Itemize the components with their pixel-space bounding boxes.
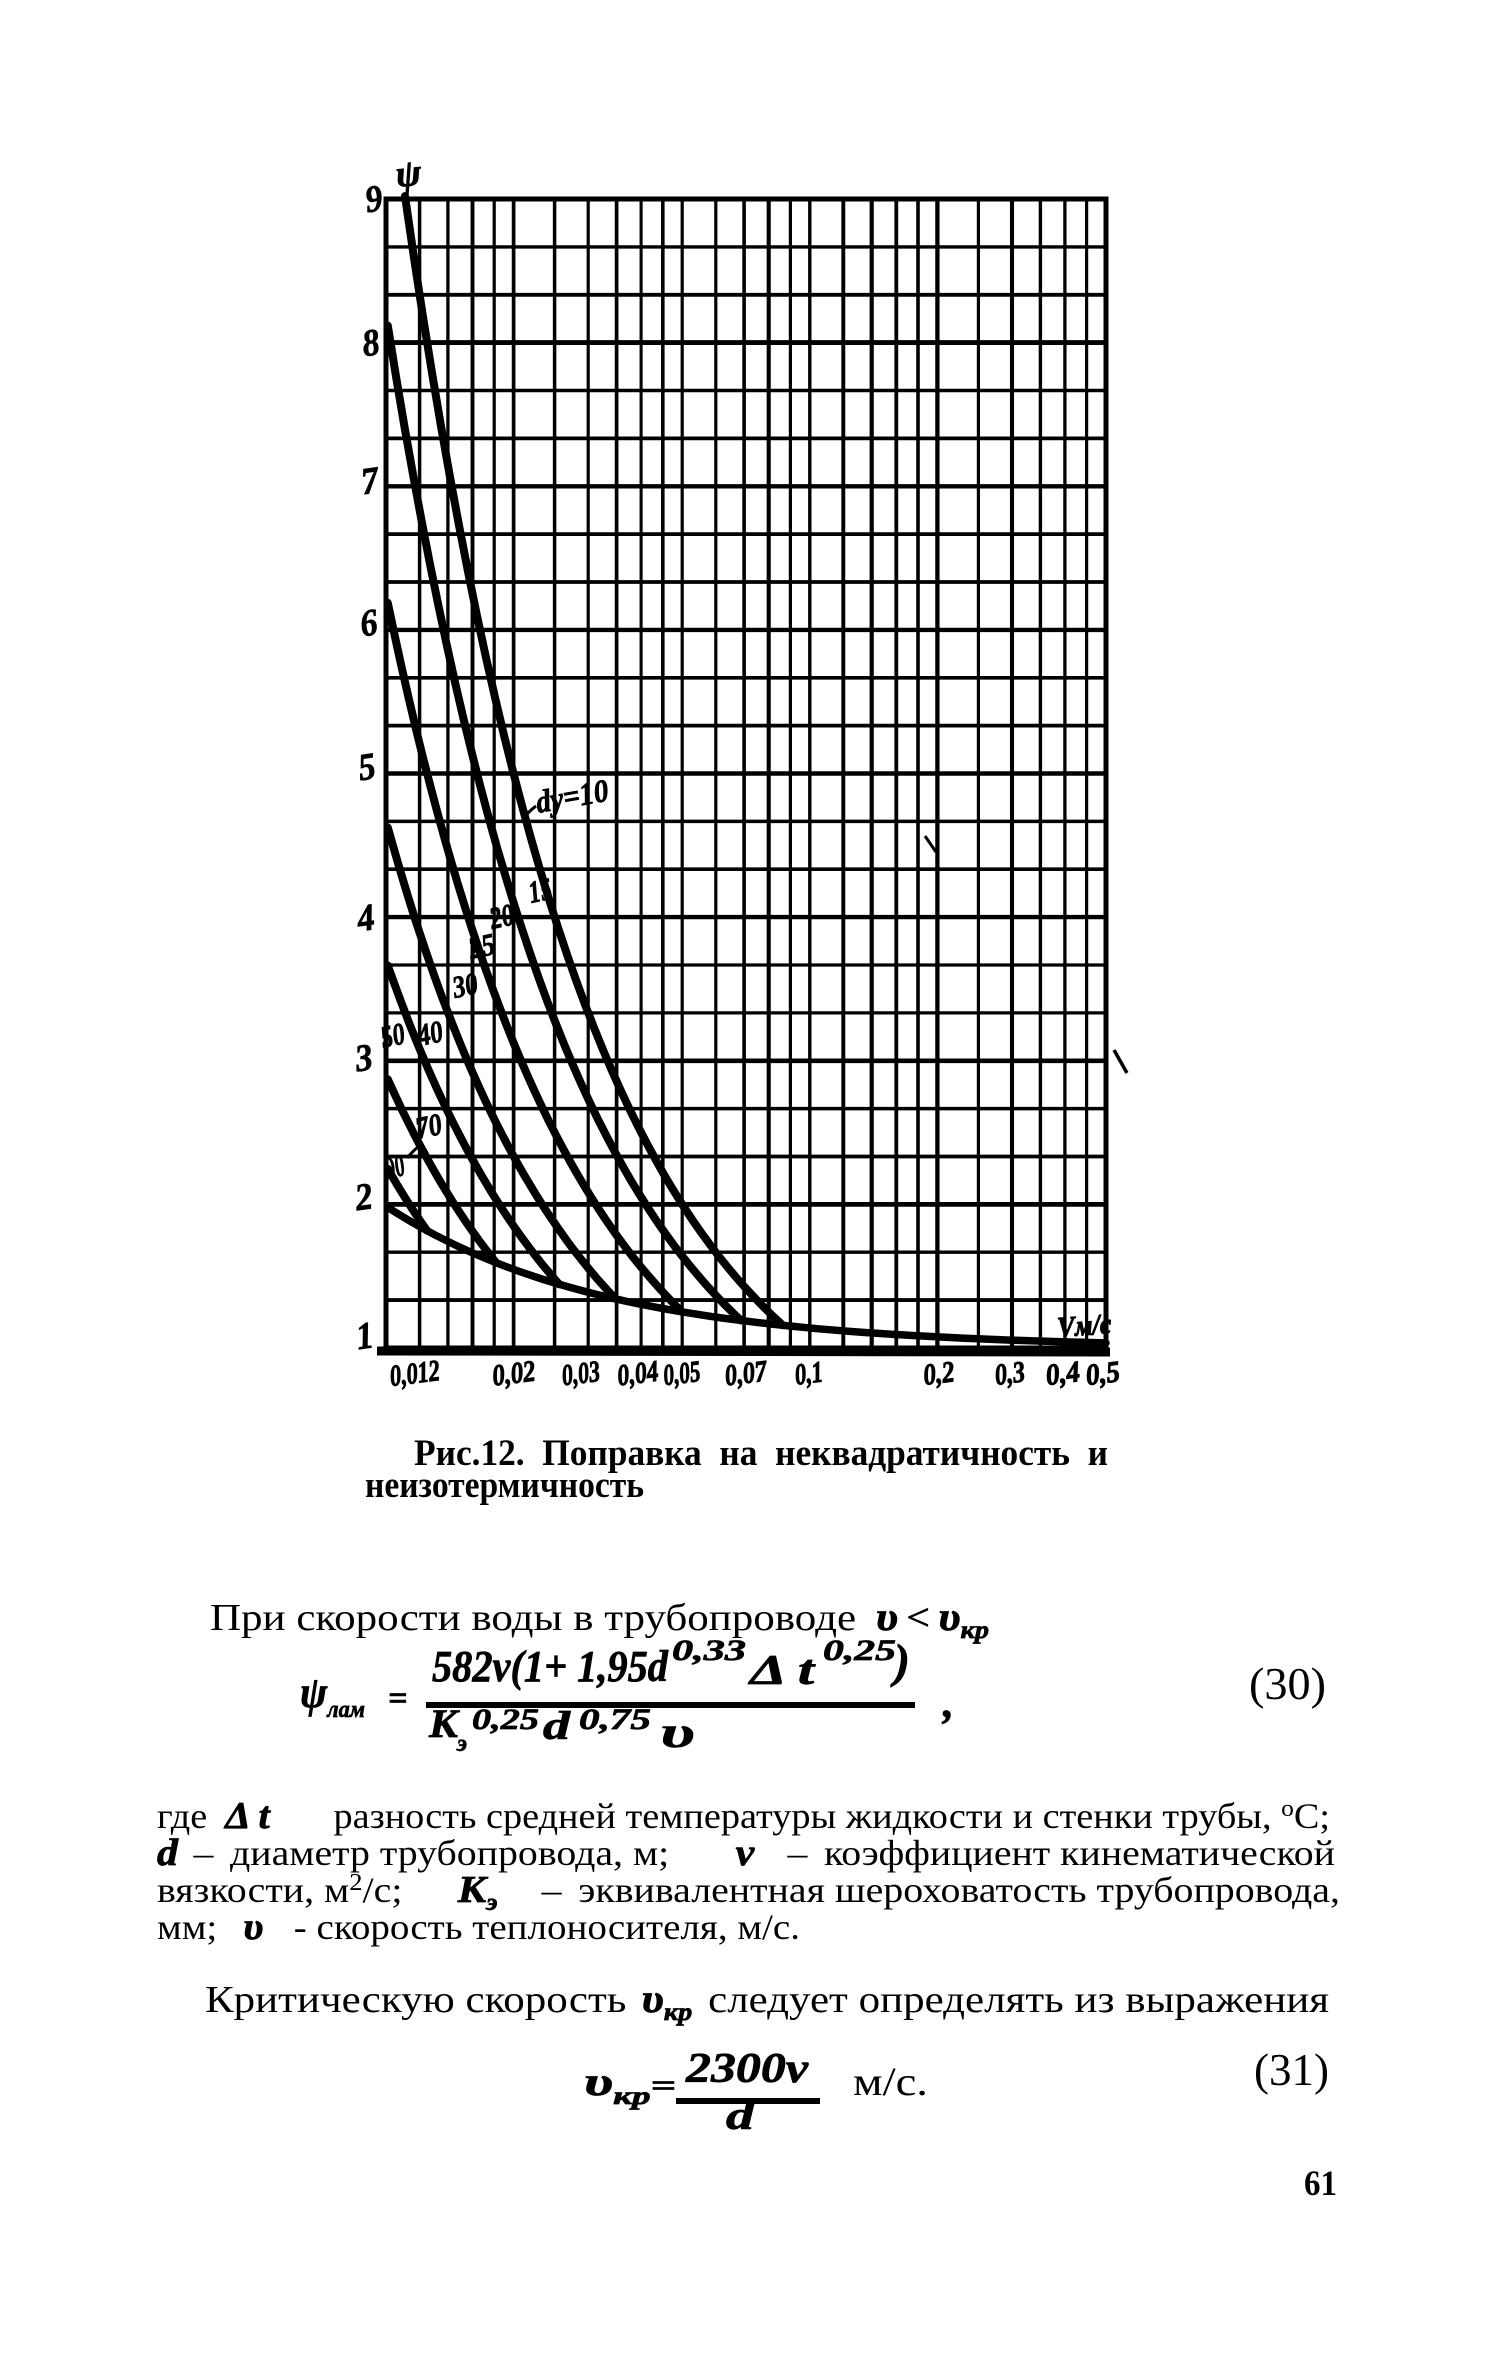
svg-text:15: 15	[525, 871, 555, 910]
svg-text:0,1: 0,1	[793, 1355, 825, 1391]
svg-text:5: 5	[356, 745, 379, 789]
svg-text:1: 1	[354, 1314, 377, 1358]
svg-text:0,04: 0,04	[615, 1355, 660, 1393]
svg-text:6: 6	[358, 601, 381, 645]
svg-text:30: 30	[448, 965, 481, 1005]
svg-text:7: 7	[359, 459, 383, 503]
svg-text:dy=10: dy=10	[533, 772, 611, 820]
svg-text:0,05: 0,05	[661, 1355, 702, 1392]
svg-text:Vм/с: Vм/с	[1056, 1308, 1112, 1344]
svg-text:9: 9	[363, 177, 386, 221]
svg-text:0,3: 0,3	[993, 1355, 1027, 1391]
svg-text:0,02: 0,02	[490, 1355, 537, 1393]
svg-text:0,012: 0,012	[388, 1354, 442, 1393]
svg-text:0,07: 0,07	[723, 1355, 770, 1393]
svg-text:ψ: ψ	[394, 151, 424, 195]
svg-text:8: 8	[360, 321, 383, 365]
svg-text:0,2: 0,2	[921, 1355, 956, 1392]
svg-text:0,03: 0,03	[560, 1355, 602, 1392]
svg-text:4: 4	[354, 896, 378, 940]
svg-text:50: 50	[377, 1016, 408, 1055]
svg-text:3: 3	[352, 1036, 376, 1080]
svg-text:0,4: 0,4	[1044, 1355, 1082, 1392]
svg-text:0,5: 0,5	[1084, 1355, 1122, 1392]
svg-text:2: 2	[352, 1175, 376, 1219]
